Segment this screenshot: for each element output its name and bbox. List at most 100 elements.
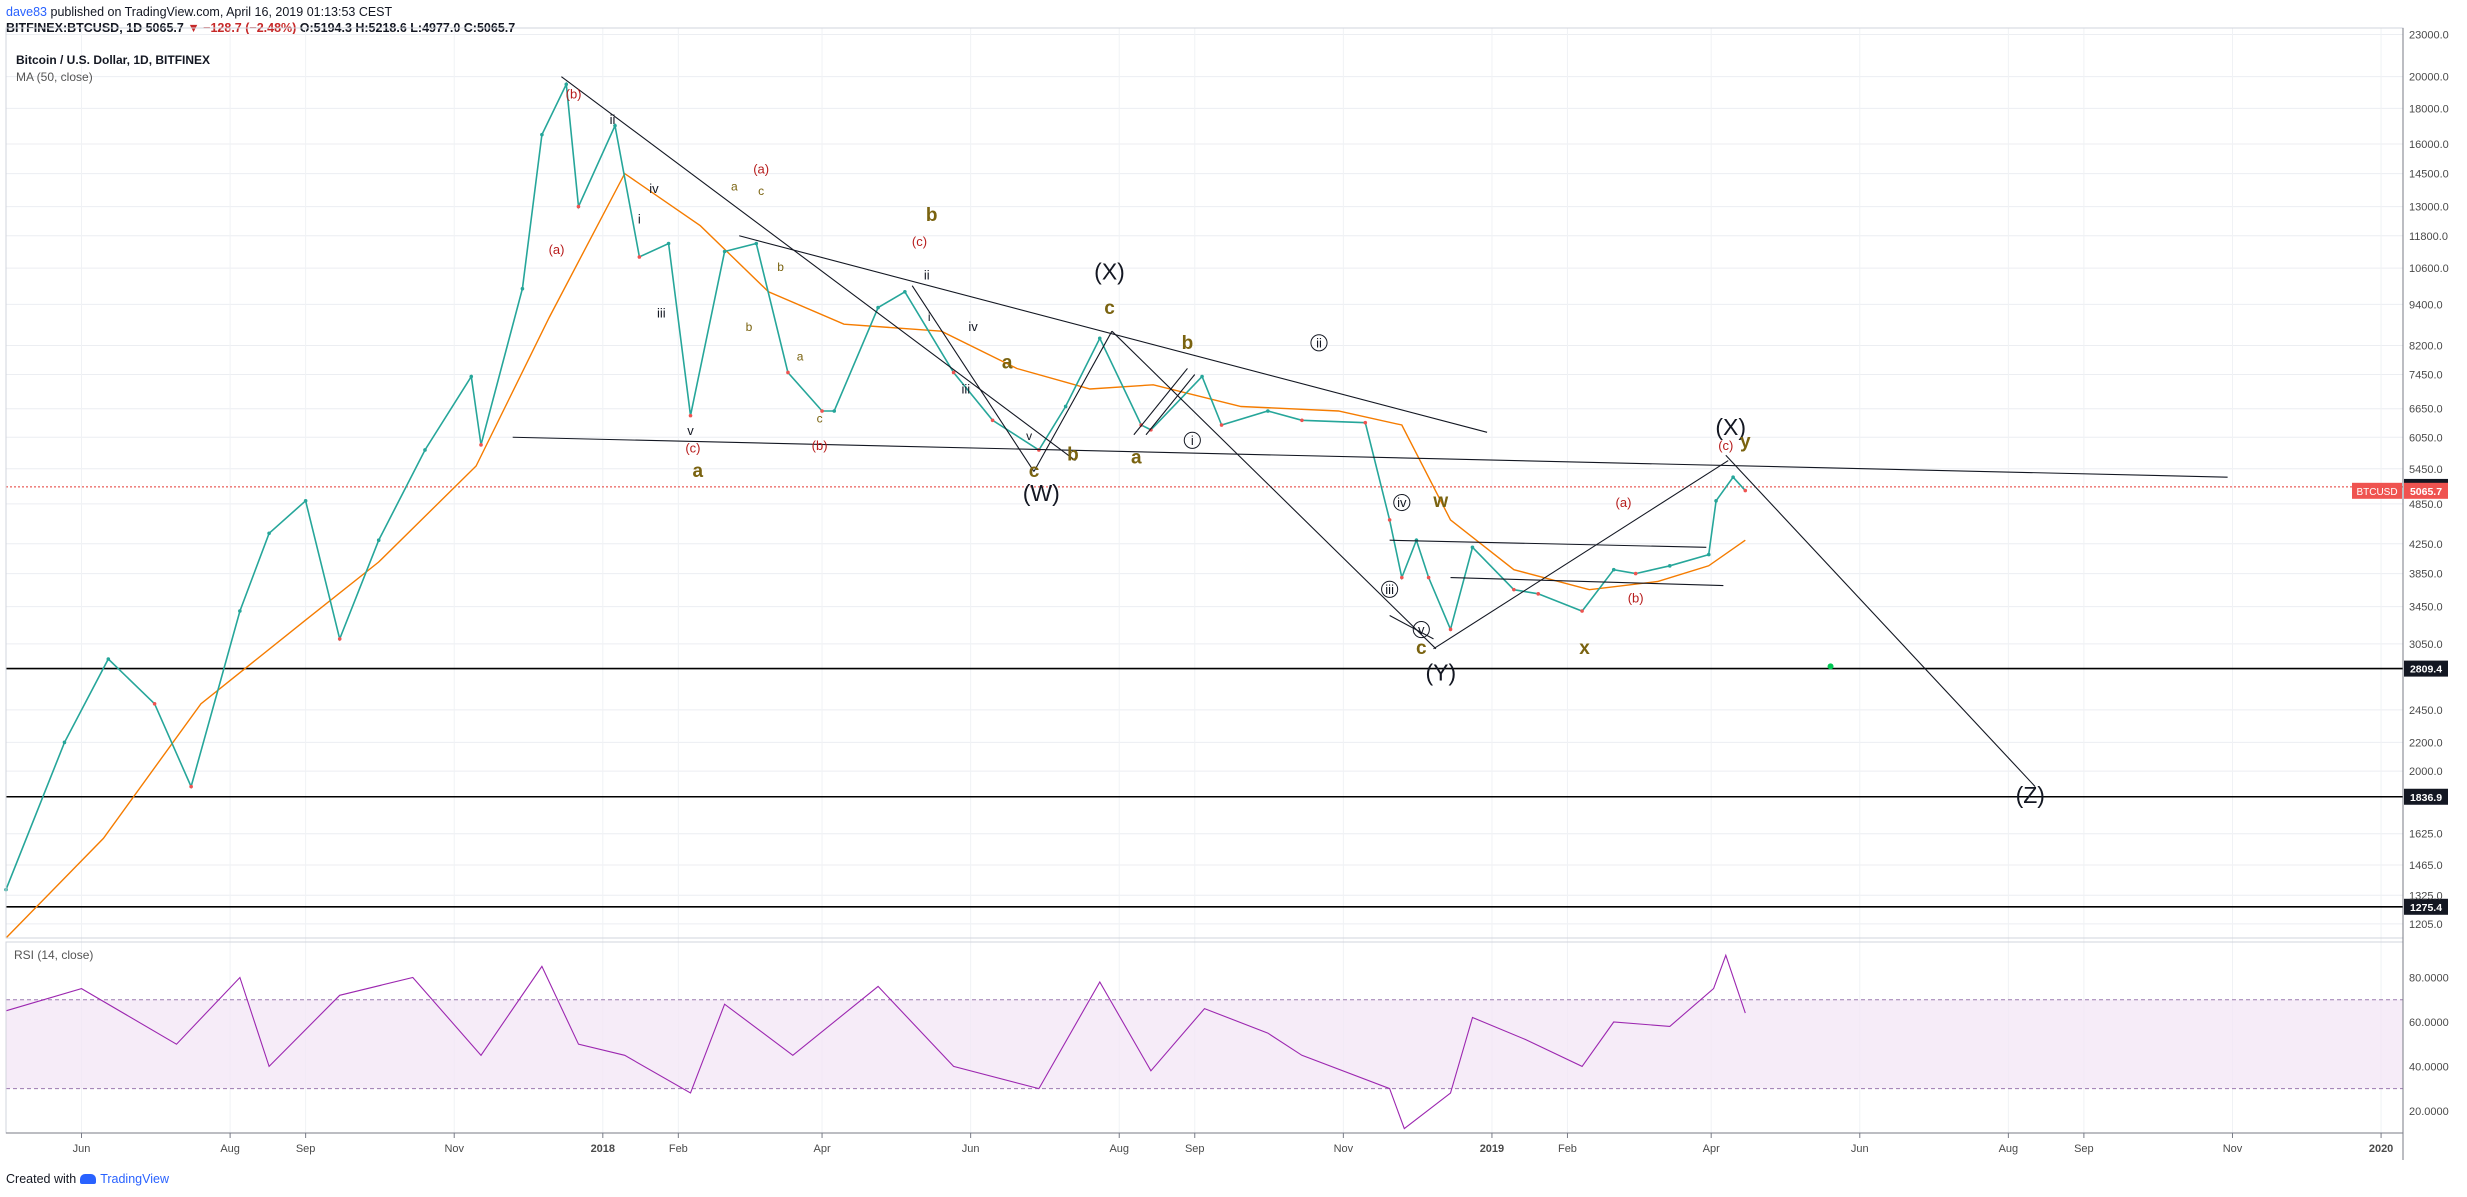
rsi-study-label: RSI (14, close) xyxy=(14,948,93,962)
wave-label: a xyxy=(797,350,804,364)
x-tick-label: 2020 xyxy=(2369,1143,2393,1155)
wave-label: w xyxy=(1432,491,1448,512)
price-point xyxy=(666,241,671,246)
x-tick-label: Aug xyxy=(1999,1143,2019,1155)
ma-study-label: MA (50, close) xyxy=(16,70,93,84)
published-text: published on TradingView.com, April 16, … xyxy=(50,5,393,19)
rsi-tick-label: 60.0000 xyxy=(2409,1017,2449,1029)
wave-label-circle xyxy=(1310,334,1328,352)
price-point xyxy=(1743,488,1748,493)
wave-label: ii xyxy=(1316,335,1322,350)
price-point xyxy=(520,286,525,291)
wave-label: (a) xyxy=(549,242,565,257)
created-with-label: Created with xyxy=(6,1172,77,1186)
price-point xyxy=(106,657,111,661)
x-tick-label: Jun xyxy=(1851,1143,1869,1155)
wave-label: v xyxy=(1418,622,1425,637)
wave-label: (Y) xyxy=(1425,660,1456,686)
ma-series-line xyxy=(5,172,1746,939)
grid xyxy=(6,28,2403,1133)
wave-label-circle xyxy=(1412,620,1430,639)
wave-label: b xyxy=(1067,445,1079,466)
x-tick-label: Nov xyxy=(2223,1143,2243,1155)
rsi-pane: 80.0000 60.0000 40.0000 20.0000 xyxy=(5,953,2449,1130)
wave-label: (W) xyxy=(1023,480,1060,506)
trendline xyxy=(1133,368,1188,436)
level-price-label: 2809.4 xyxy=(2410,664,2442,676)
trendline xyxy=(739,235,1488,433)
price-point xyxy=(1667,564,1672,568)
y-tick-label: 23000.0 xyxy=(2409,29,2449,41)
trendline xyxy=(1033,330,1113,472)
price-point xyxy=(540,132,544,137)
wave-label: v xyxy=(1026,429,1032,443)
y-tick-label: 13000.0 xyxy=(2409,202,2449,214)
wave-label: (X) xyxy=(1094,259,1125,285)
tradingview-link[interactable]: TradingView xyxy=(100,1172,169,1186)
x-tick-label: Apr xyxy=(1703,1143,1720,1155)
price-point xyxy=(951,370,956,375)
trendline xyxy=(1389,615,1434,640)
price-point xyxy=(1200,374,1204,379)
price-point xyxy=(303,499,308,503)
wave-label: (c) xyxy=(912,234,927,249)
x-tick-label: Sep xyxy=(1185,1143,1205,1155)
y-tick-label: 10600.0 xyxy=(2409,263,2449,275)
wave-label: i xyxy=(1191,433,1194,448)
price-point xyxy=(1097,336,1102,341)
wave-label: (a) xyxy=(1616,495,1632,510)
price-point xyxy=(1714,499,1718,503)
price-point xyxy=(62,740,67,745)
price-series-line xyxy=(5,81,1746,890)
y-tick-label: 2000.0 xyxy=(2409,766,2443,778)
price-point xyxy=(1149,428,1153,432)
price-point xyxy=(722,249,727,254)
y-tick-label: 6650.0 xyxy=(2409,404,2443,416)
wave-label: b xyxy=(746,320,753,334)
x-tick-label: Apr xyxy=(813,1143,830,1155)
level-price-tag xyxy=(2404,660,2448,677)
wave-label: a xyxy=(693,461,704,482)
x-tick-label: Aug xyxy=(220,1143,240,1155)
price-point xyxy=(1611,567,1616,572)
price-point xyxy=(576,204,581,209)
price-point xyxy=(1266,409,1270,413)
wave-label: (b) xyxy=(566,87,582,102)
y-tick-label: 2450.0 xyxy=(2409,705,2443,717)
price-point xyxy=(469,374,474,379)
wave-label: iii xyxy=(657,305,666,320)
ma-line xyxy=(5,172,1746,939)
wave-label: v xyxy=(687,423,694,438)
price-point xyxy=(479,443,483,447)
trendline xyxy=(561,76,1076,462)
wave-label: a xyxy=(731,180,738,194)
wave-label-circle xyxy=(1183,431,1201,449)
y-tick-label: 8200.0 xyxy=(2409,341,2443,353)
price-point xyxy=(613,123,617,128)
wave-label: y xyxy=(1740,431,1751,452)
wave-label: (X) xyxy=(1715,414,1746,440)
price-point xyxy=(637,255,642,259)
wave-label: (b) xyxy=(812,438,828,453)
level-price-label: 1275.4 xyxy=(2410,902,2442,914)
chart-title: Bitcoin / U.S. Dollar, 1D, BITFINEX xyxy=(16,53,210,67)
wave-label: a xyxy=(1002,352,1013,373)
wave-label: (c) xyxy=(1718,438,1733,453)
y-tick-label: 4850.0 xyxy=(2409,499,2443,511)
y-tick-label: 1465.0 xyxy=(2409,860,2443,872)
rsi-band xyxy=(6,999,2403,1089)
wave-label: iv xyxy=(649,181,659,196)
wave-label-circle xyxy=(1381,580,1399,598)
tradingview-logo xyxy=(80,1174,97,1184)
trendline xyxy=(512,436,2228,478)
trendline xyxy=(911,285,1035,472)
wave-label: iii xyxy=(961,381,970,396)
rsi-tick-label: 20.0000 xyxy=(2409,1106,2449,1118)
author-link[interactable]: dave83 xyxy=(6,5,48,19)
x-tick-label: Jun xyxy=(962,1143,980,1155)
wave-label: ii xyxy=(610,112,616,127)
y-tick-label: 6050.0 xyxy=(2409,432,2443,444)
price-point xyxy=(152,701,157,706)
published-line: dave83 published on TradingView.com, Apr… xyxy=(6,4,515,20)
